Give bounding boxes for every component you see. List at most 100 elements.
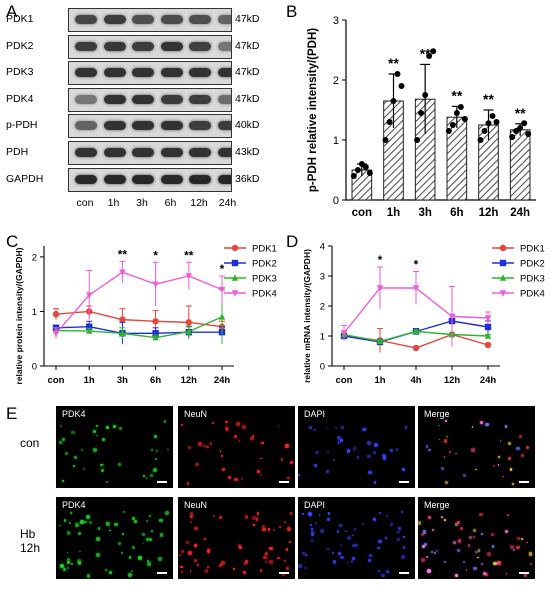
x-tick-label: 12h: [181, 375, 198, 386]
scale-bar: [519, 481, 529, 483]
fluor-image-neun: NeuN: [178, 406, 295, 488]
data-point: [340, 330, 348, 337]
y-axis-label: relative protein intensity/(GAPDH): [14, 247, 24, 384]
blot-strip: [68, 87, 232, 112]
panel-label-e: E: [6, 404, 18, 423]
series-line: [55, 271, 223, 334]
x-tick-label: con: [352, 207, 372, 219]
x-tick-label: 12h: [444, 375, 461, 386]
series-PDK4: [52, 260, 226, 339]
series-PDK2: [52, 320, 226, 345]
scale-bar: [279, 572, 289, 574]
legend-marker: [231, 290, 239, 297]
fluor-image-merge: Merge: [418, 497, 535, 579]
data-point: [152, 281, 159, 288]
blot-kd-label: 43kD: [235, 146, 260, 158]
scale-bar: [157, 572, 167, 574]
blot-lane-label: 12h: [190, 197, 208, 210]
blot-band: [75, 68, 97, 78]
significance-marker: **: [184, 248, 194, 262]
blot-row-label: PDK3: [6, 66, 34, 79]
fluor-channel-label: DAPI: [304, 409, 326, 419]
data-point: [376, 285, 384, 292]
fluor-image-pdk4: PDK4: [56, 497, 173, 579]
fluor-channel-label: Merge: [424, 409, 450, 419]
scale-bar: [279, 481, 289, 483]
y-tick-label: 3: [320, 272, 325, 283]
blot-band: [160, 15, 183, 24]
blot-band: [75, 94, 97, 104]
significance-marker: *: [153, 248, 158, 262]
blot-kd-label: 47kD: [235, 92, 260, 105]
data-point: [376, 337, 384, 345]
significance-marker: *: [378, 253, 383, 267]
y-tick-label: 0: [320, 362, 325, 373]
data-point: [366, 170, 373, 176]
data-point: [86, 327, 93, 334]
data-point: [484, 323, 492, 331]
blot-row-label: GAPDH: [6, 172, 44, 185]
x-tick-label: 6h: [150, 375, 161, 386]
legend-label: PDK1: [252, 244, 277, 255]
fluor-channel-label: PDK4: [62, 409, 86, 419]
y-tick-label: 0: [333, 195, 339, 207]
data-point: [386, 119, 393, 125]
legend-label: PDK4: [252, 289, 277, 300]
p-pdh-bar-chart: 0 1 2 3 p-PDH relative intensity/(PDH) con 1h *…: [307, 15, 536, 219]
blot-band: [160, 94, 183, 104]
blot-kd-label: 40kD: [235, 119, 260, 132]
data-point: [52, 310, 60, 318]
blot-band: [189, 94, 211, 104]
series-line: [55, 310, 223, 328]
fluor-channel-label: DAPI: [304, 500, 326, 510]
legend-marker: [499, 244, 507, 252]
significance-marker: **: [118, 247, 128, 261]
western-blot-panel: PDK1 47kD PDK2 47kD PDK3 47kD PDK4 47kD p-PDH 40k…: [0, 0, 280, 230]
data-point: [86, 323, 93, 330]
data-point: [484, 332, 492, 339]
data-point: [493, 119, 500, 125]
blot-band: [189, 15, 211, 24]
legend-label: PDK3: [252, 274, 277, 285]
data-point: [394, 71, 401, 77]
blot-kd-label: 36kD: [235, 172, 260, 185]
legend-marker: [499, 274, 507, 281]
series-PDK4: [340, 266, 492, 347]
blot-band: [160, 41, 183, 51]
blot-row-label: p-PDH: [6, 119, 38, 132]
data-point: [509, 134, 516, 140]
blot-kd-label: 47kD: [235, 13, 260, 25]
data-point: [422, 92, 429, 98]
scale-bar: [399, 481, 409, 483]
fluor-channel-label: NeuN: [184, 500, 208, 510]
significance-marker: **: [451, 87, 462, 103]
data-point: [86, 292, 93, 299]
legend-label: PDK2: [252, 259, 277, 270]
scale-bar: [399, 572, 409, 574]
fluor-row-label: Hb 12h: [20, 527, 41, 555]
panel-label-c: C: [6, 232, 19, 251]
blot-band: [75, 148, 97, 157]
data-point: [390, 98, 397, 104]
blot-band: [189, 68, 211, 78]
data-point: [481, 128, 488, 134]
blot-band: [103, 121, 126, 131]
legend-label: PDK2: [520, 259, 545, 270]
blot-lane-label: 24h: [218, 197, 237, 210]
x-tick-label: 1h: [374, 375, 385, 386]
mrna-line-chart: 0 1 2 3 4 con 1h 4h 12h 24h relative mRNA intensit…: [302, 242, 545, 387]
y-tick-label: 2: [320, 302, 325, 313]
scale-bar: [157, 481, 167, 483]
y-axis-label: relative mRNA intensity/(GAPDH): [302, 249, 312, 383]
fluor-image-neun: NeuN: [178, 497, 295, 579]
x-tick-label: con: [48, 375, 65, 386]
blot-band: [160, 174, 183, 184]
blot-band: [75, 174, 97, 184]
data-point: [457, 104, 464, 110]
panel-label-d: D: [286, 232, 299, 251]
data-point: [430, 48, 437, 55]
data-point: [484, 341, 492, 349]
legend-label: PDK3: [520, 274, 545, 285]
blot-band: [132, 68, 154, 78]
y-tick-label: 0: [32, 362, 37, 373]
